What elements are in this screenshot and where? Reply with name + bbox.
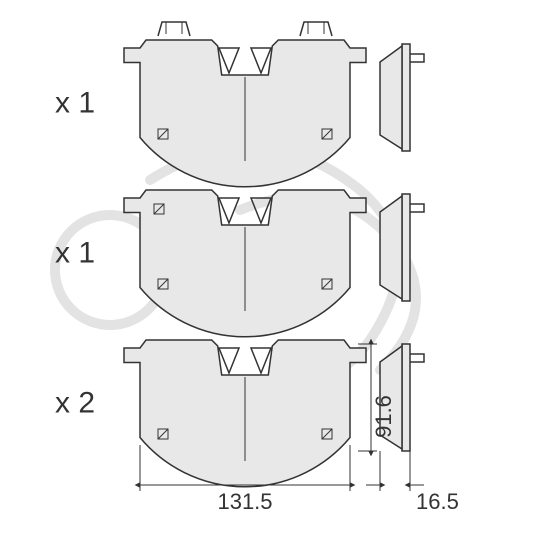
pad-top-clip	[300, 22, 332, 36]
pad-side-clip	[410, 54, 424, 62]
pad-plate-cone	[251, 48, 271, 73]
brake-pad-side-backplate	[402, 44, 410, 151]
pad-top-clip	[158, 22, 190, 36]
pad-side-clip	[410, 354, 424, 362]
brake-pad-side-friction	[380, 196, 402, 299]
brake-pad-side-backplate	[402, 344, 410, 451]
dimension-width-label: 131.5	[217, 489, 272, 514]
dimension-thickness-label: 16.5	[416, 489, 459, 514]
pad-plate-cone	[219, 348, 239, 373]
pad-plate-cone	[219, 48, 239, 73]
quantity-label: x 1	[55, 87, 95, 120]
brake-pad-side-backplate	[402, 194, 410, 301]
pad-side-clip	[410, 204, 424, 212]
dimension-height-label: 91.6	[371, 395, 396, 438]
brake-pad-side-friction	[380, 46, 402, 149]
pad-plate-cone	[251, 348, 271, 373]
quantity-label: x 2	[55, 387, 95, 420]
quantity-label: x 1	[55, 237, 95, 270]
